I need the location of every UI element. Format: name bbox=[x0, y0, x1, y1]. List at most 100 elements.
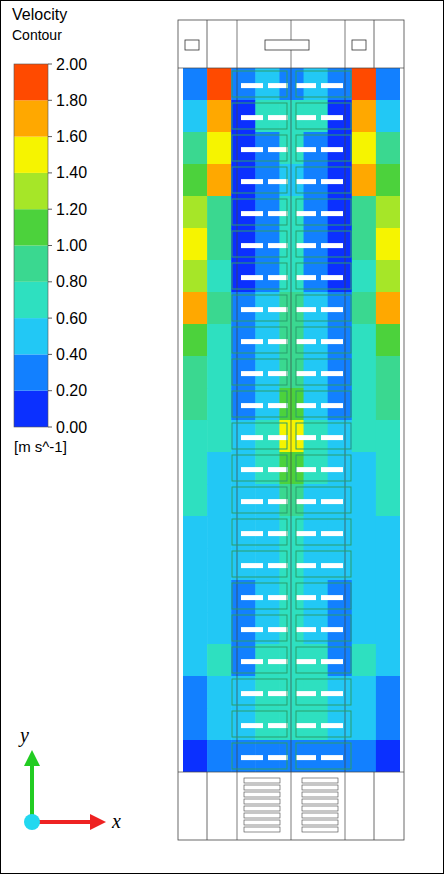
rack bbox=[268, 595, 288, 600]
rack bbox=[268, 275, 288, 280]
rack bbox=[268, 147, 288, 152]
cell bbox=[183, 100, 208, 133]
rack bbox=[268, 115, 288, 120]
rack bbox=[321, 115, 343, 120]
rack-frame bbox=[232, 295, 287, 321]
cell bbox=[352, 740, 377, 772]
rack bbox=[296, 371, 316, 376]
aisle-line bbox=[345, 20, 346, 840]
rack bbox=[321, 435, 343, 440]
rack bbox=[241, 243, 263, 248]
colorbar-tick bbox=[48, 245, 52, 246]
cell bbox=[183, 68, 208, 101]
rack bbox=[241, 211, 263, 216]
vent bbox=[352, 40, 366, 50]
colorbar-tick bbox=[48, 100, 52, 101]
cell bbox=[352, 548, 377, 581]
colorbar-tick-label: 1.40 bbox=[56, 164, 87, 181]
room-geometry bbox=[178, 20, 404, 840]
cell bbox=[352, 516, 377, 549]
rack bbox=[296, 275, 316, 280]
cell bbox=[207, 260, 232, 293]
cell bbox=[352, 356, 377, 389]
cell bbox=[207, 676, 232, 709]
cell bbox=[207, 100, 232, 133]
rack bbox=[321, 755, 343, 760]
rack-frame bbox=[296, 679, 351, 705]
rack bbox=[321, 531, 343, 536]
colorbar-frame bbox=[14, 64, 48, 427]
cell bbox=[183, 516, 208, 549]
rack bbox=[241, 691, 263, 696]
cell bbox=[376, 292, 400, 325]
rack-frame bbox=[296, 103, 351, 129]
cell bbox=[183, 420, 208, 453]
cell bbox=[183, 292, 208, 325]
cell bbox=[207, 324, 232, 357]
colorbar-tick-label: 1.00 bbox=[56, 237, 87, 254]
origin bbox=[24, 814, 40, 830]
cell bbox=[376, 708, 400, 741]
cell bbox=[207, 132, 232, 165]
cell bbox=[376, 580, 400, 613]
rack bbox=[321, 627, 343, 632]
colorbar-band bbox=[14, 354, 48, 390]
colorbar-tick bbox=[48, 209, 52, 210]
rack bbox=[241, 179, 263, 184]
rack bbox=[241, 563, 263, 568]
cell bbox=[352, 708, 377, 741]
cell bbox=[183, 260, 208, 293]
cell bbox=[352, 100, 377, 133]
cell bbox=[207, 228, 232, 261]
rack-frame bbox=[296, 711, 351, 737]
rack bbox=[296, 435, 316, 440]
grille bbox=[302, 813, 338, 818]
rack-frame bbox=[296, 263, 351, 289]
colorbar-band bbox=[14, 137, 48, 173]
rack-frame bbox=[296, 647, 351, 673]
colorbar-band bbox=[14, 209, 48, 245]
cell bbox=[352, 196, 377, 229]
colorbar-unit: [m s^-1] bbox=[14, 438, 67, 455]
cell bbox=[376, 676, 400, 709]
colorbar-band bbox=[14, 282, 48, 318]
rack-frame bbox=[296, 743, 351, 769]
grille bbox=[244, 778, 280, 783]
cell bbox=[207, 452, 232, 485]
cell bbox=[183, 356, 208, 389]
x-label: x bbox=[111, 810, 121, 832]
cell bbox=[376, 164, 400, 197]
colorbar-tick bbox=[48, 281, 52, 282]
rack-frame bbox=[232, 231, 287, 257]
cell bbox=[183, 644, 208, 677]
rack bbox=[241, 403, 263, 408]
rack-frame bbox=[296, 615, 351, 641]
rack bbox=[321, 371, 343, 376]
rack-frame bbox=[232, 679, 287, 705]
cell bbox=[352, 420, 377, 453]
aisle-line bbox=[291, 20, 292, 840]
cell bbox=[207, 68, 232, 101]
rack-frame bbox=[232, 551, 287, 577]
rack-frame bbox=[232, 455, 287, 481]
cell bbox=[376, 100, 400, 133]
cell bbox=[183, 612, 208, 645]
aisle-line bbox=[237, 20, 238, 840]
rack-frame bbox=[232, 519, 287, 545]
y-label: y bbox=[18, 724, 29, 747]
colorbar-tick-label: 1.80 bbox=[56, 92, 87, 109]
rack bbox=[268, 467, 288, 472]
grille bbox=[302, 785, 338, 790]
cell bbox=[207, 708, 232, 741]
grille bbox=[244, 820, 280, 825]
x-arrow bbox=[32, 820, 92, 824]
rack bbox=[296, 211, 316, 216]
cell bbox=[207, 740, 232, 772]
rack bbox=[296, 659, 316, 664]
cell bbox=[207, 548, 232, 581]
rack bbox=[241, 467, 263, 472]
rack bbox=[241, 339, 263, 344]
rack bbox=[268, 83, 288, 88]
colorbar-tick-label: 0.80 bbox=[56, 273, 87, 290]
rack bbox=[268, 179, 288, 184]
